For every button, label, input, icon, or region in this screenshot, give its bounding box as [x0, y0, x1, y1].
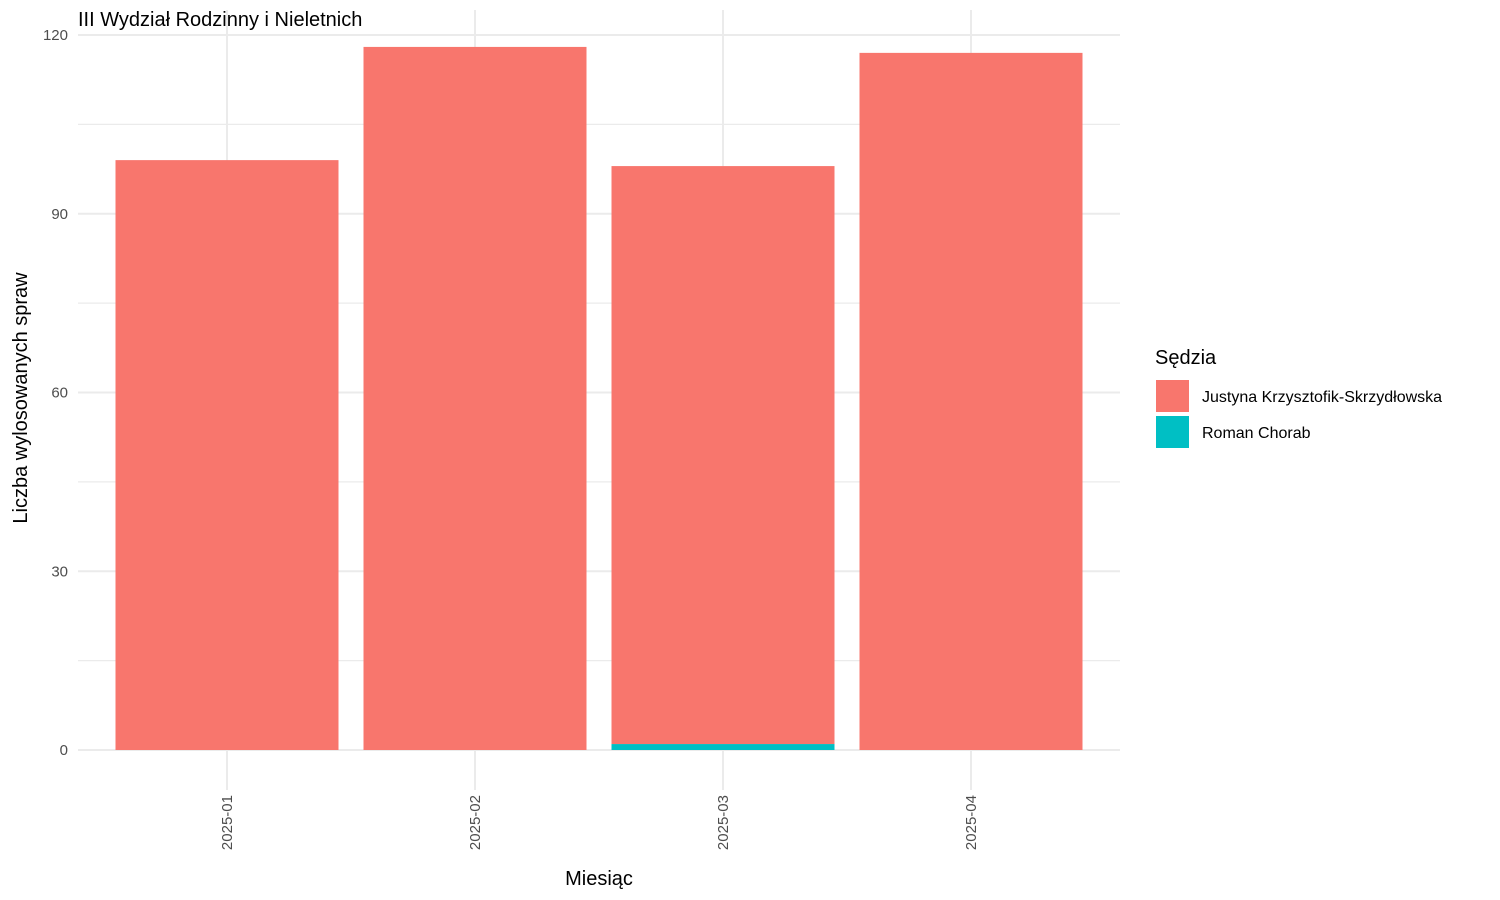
x-axis-ticks: 2025-01 2025-02 2025-03 2025-04: [219, 795, 980, 850]
bars: [115, 46, 1083, 750]
legend: Sędzia Justyna Krzysztofik-Skrzydłowska R…: [1155, 347, 1442, 448]
x-tick-label: 2025-04: [963, 795, 980, 850]
y-tick-label: 60: [51, 385, 68, 402]
x-tick-label: 2025-02: [467, 795, 484, 850]
y-axis-title: Liczba wylosowanych spraw: [10, 272, 32, 524]
legend-label: Justyna Krzysztofik-Skrzydłowska: [1202, 389, 1442, 406]
legend-label: Roman Chorab: [1202, 425, 1311, 442]
bar-segment: [115, 160, 339, 750]
y-axis-ticks: 0 30 60 90 120: [43, 27, 68, 759]
x-axis-title: Miesiąc: [565, 868, 633, 890]
bar-segment: [859, 52, 1083, 750]
x-tick-label: 2025-01: [219, 795, 236, 850]
bar-segment: [363, 46, 587, 750]
legend-key: [1156, 380, 1189, 412]
y-tick-label: 30: [51, 563, 68, 580]
bar-segment: [611, 166, 835, 745]
y-tick-label: 90: [51, 206, 68, 223]
x-tick-label: 2025-03: [715, 795, 732, 850]
y-tick-label: 0: [60, 742, 68, 759]
legend-title: Sędzia: [1155, 347, 1217, 369]
bar-segment: [611, 744, 835, 750]
chart-title: III Wydział Rodzinny i Nieletnich: [78, 9, 362, 31]
y-tick-label: 120: [43, 27, 68, 44]
legend-key: [1156, 416, 1189, 448]
